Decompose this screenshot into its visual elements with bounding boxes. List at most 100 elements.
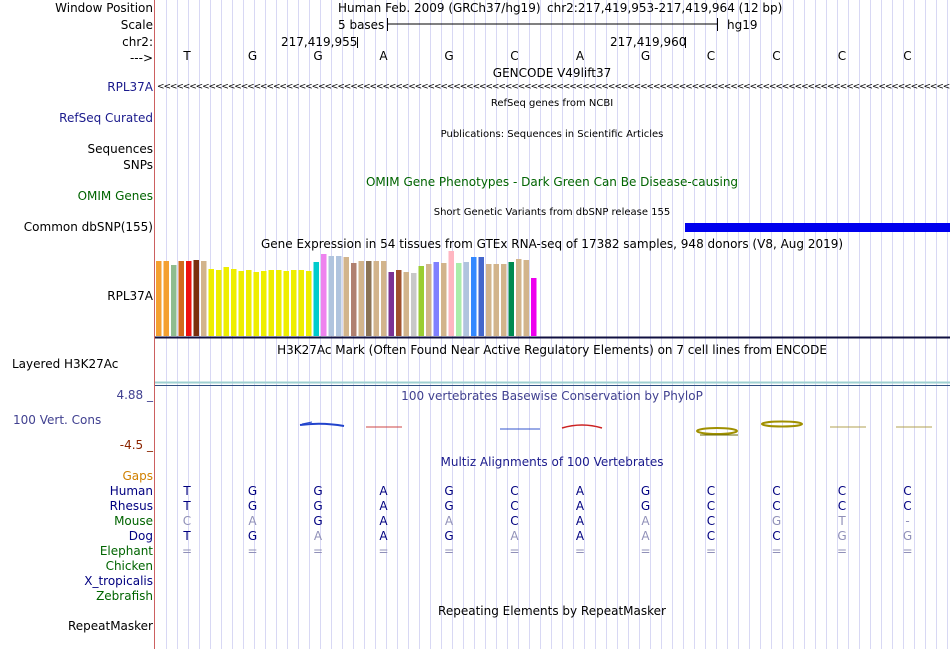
gtex-tissue-bar[interactable] xyxy=(456,263,462,336)
gtex-tissue-bar[interactable] xyxy=(193,260,200,336)
gtex-tissue-bar[interactable] xyxy=(261,271,267,336)
phylop-max-label: 4.88 _ xyxy=(116,388,153,402)
gtex-tissue-bar[interactable] xyxy=(231,269,237,336)
scale-bar xyxy=(387,18,718,31)
species-label[interactable]: Elephant xyxy=(99,544,153,558)
gtex-tissue-bar[interactable] xyxy=(171,265,177,336)
alignment-base: = xyxy=(443,544,455,558)
gtex-tissue-bar[interactable] xyxy=(493,264,500,336)
alignment-base: C xyxy=(837,484,847,498)
chrom-label[interactable]: chr2: xyxy=(122,35,153,49)
gtex-tissue-bar[interactable] xyxy=(208,269,215,336)
gtex-tissue-bar[interactable] xyxy=(403,272,410,336)
species-label[interactable]: Human xyxy=(109,484,153,498)
gtex-tissue-bar[interactable] xyxy=(186,261,192,336)
repeatmasker-title: Repeating Elements by RepeatMasker xyxy=(438,604,666,618)
assembly-text: Human Feb. 2009 (GRCh37/hg19) xyxy=(338,1,541,15)
alignment-base: = xyxy=(312,544,324,558)
species-label[interactable]: X_tropicalis xyxy=(84,574,153,588)
gtex-tissue-bar[interactable] xyxy=(381,261,387,336)
gtex-tissue-bar[interactable] xyxy=(201,261,207,336)
alignment-base: G xyxy=(247,499,258,513)
gtex-tissue-bar[interactable] xyxy=(426,264,432,336)
gtex-tissue-bar[interactable] xyxy=(358,261,365,336)
publications-title: Publications: Sequences in Scientific Ar… xyxy=(440,129,664,140)
window-position-label[interactable]: Window Position xyxy=(55,1,153,15)
refseq-label[interactable]: RefSeq Curated xyxy=(59,111,153,125)
gtex-tissue-bar[interactable] xyxy=(246,270,252,336)
gaps-label[interactable]: Gaps xyxy=(122,469,153,483)
gtex-tissue-bar[interactable] xyxy=(223,267,230,336)
strand-label[interactable]: ---> xyxy=(129,51,153,65)
gtex-tissue-bar[interactable] xyxy=(321,254,327,336)
snps-label[interactable]: SNPs xyxy=(123,158,153,172)
species-label[interactable]: Chicken xyxy=(105,559,153,573)
base-letter: G xyxy=(640,49,651,63)
gtex-label[interactable]: RPL37A xyxy=(107,289,153,303)
gtex-tissue-bar[interactable] xyxy=(516,259,522,336)
phylop-label[interactable]: 100 Vert. Cons xyxy=(13,413,102,427)
alignment-base: T xyxy=(183,484,191,498)
repeatmasker-label[interactable]: RepeatMasker xyxy=(67,619,153,633)
gtex-tissue-bar[interactable] xyxy=(336,256,342,336)
position-text: chr2:217,419,953-217,419,964 (12 bp) xyxy=(547,1,783,15)
gtex-tissue-bar[interactable] xyxy=(328,256,335,336)
alignment-base: = xyxy=(902,544,913,558)
scale-label[interactable]: Scale xyxy=(120,18,153,32)
gtex-tissue-bar[interactable] xyxy=(396,270,402,336)
gtex-tissue-bar[interactable] xyxy=(508,262,515,336)
species-label[interactable]: Rhesus xyxy=(109,499,153,513)
gtex-tissue-bar[interactable] xyxy=(523,260,530,336)
alignment-base: = xyxy=(705,544,717,558)
gtex-tissue-bar[interactable] xyxy=(478,257,485,336)
gtex-tissue-bar[interactable] xyxy=(253,272,260,336)
gtex-tissue-bar[interactable] xyxy=(298,270,305,336)
gtex-bar-chart[interactable] xyxy=(156,251,537,336)
gtex-tissue-bar[interactable] xyxy=(373,261,380,336)
gtex-tissue-bar[interactable] xyxy=(178,261,185,336)
alignment-base: = xyxy=(771,544,782,558)
alignment-base: - xyxy=(905,514,910,528)
gtex-tissue-bar[interactable] xyxy=(156,261,162,336)
base-letter: C xyxy=(772,49,781,63)
gtex-tissue-bar[interactable] xyxy=(276,270,282,336)
gtex-tissue-bar[interactable] xyxy=(418,266,425,336)
h3k27ac-label[interactable]: Layered H3K27Ac xyxy=(12,357,119,371)
gencode-gene-arrows[interactable]: <<<<<<<<<<<<<<<<<<<<<<<<<<<<<<<<<<<<<<<<… xyxy=(157,82,950,92)
gencode-label[interactable]: RPL37A xyxy=(107,80,153,94)
gtex-tissue-bar[interactable] xyxy=(343,257,350,336)
gtex-tissue-bar[interactable] xyxy=(216,270,222,336)
gtex-tissue-bar[interactable] xyxy=(448,251,455,336)
species-label[interactable]: Dog xyxy=(128,529,153,543)
gtex-tissue-bar[interactable] xyxy=(306,271,312,336)
gtex-tissue-bar[interactable] xyxy=(411,273,417,336)
dbsnp-feature[interactable] xyxy=(685,223,950,232)
gtex-tissue-bar[interactable] xyxy=(238,271,245,336)
gtex-tissue-bar[interactable] xyxy=(163,261,170,336)
species-label[interactable]: Mouse xyxy=(114,514,153,528)
gtex-tissue-bar[interactable] xyxy=(283,271,290,336)
multiz-title: Multiz Alignments of 100 Vertebrates xyxy=(440,455,664,469)
gtex-tissue-bar[interactable] xyxy=(486,264,492,336)
gtex-tissue-bar[interactable] xyxy=(366,261,372,336)
gtex-tissue-bar[interactable] xyxy=(351,263,357,336)
omim-label[interactable]: OMIM Genes xyxy=(77,189,153,203)
species-label[interactable]: Zebrafish xyxy=(96,589,153,603)
gtex-tissue-bar[interactable] xyxy=(313,262,320,336)
gtex-tissue-bar[interactable] xyxy=(471,257,477,336)
base-letter: A xyxy=(575,49,585,63)
alignment-base: A xyxy=(641,514,650,528)
alignment-base: G xyxy=(837,529,847,543)
gtex-tissue-bar[interactable] xyxy=(501,264,507,336)
gtex-tissue-bar[interactable] xyxy=(441,263,447,336)
alignment-base: A xyxy=(444,514,454,528)
alignment-base: G xyxy=(313,499,323,513)
gtex-tissue-bar[interactable] xyxy=(531,278,537,336)
gtex-tissue-bar[interactable] xyxy=(463,262,470,336)
gtex-tissue-bar[interactable] xyxy=(388,272,395,336)
gtex-tissue-bar[interactable] xyxy=(433,262,440,336)
gtex-tissue-bar[interactable] xyxy=(268,270,275,336)
gtex-tissue-bar[interactable] xyxy=(291,270,297,336)
dbsnp-label[interactable]: Common dbSNP(155) xyxy=(23,220,153,234)
sequences-label[interactable]: Sequences xyxy=(87,142,153,156)
